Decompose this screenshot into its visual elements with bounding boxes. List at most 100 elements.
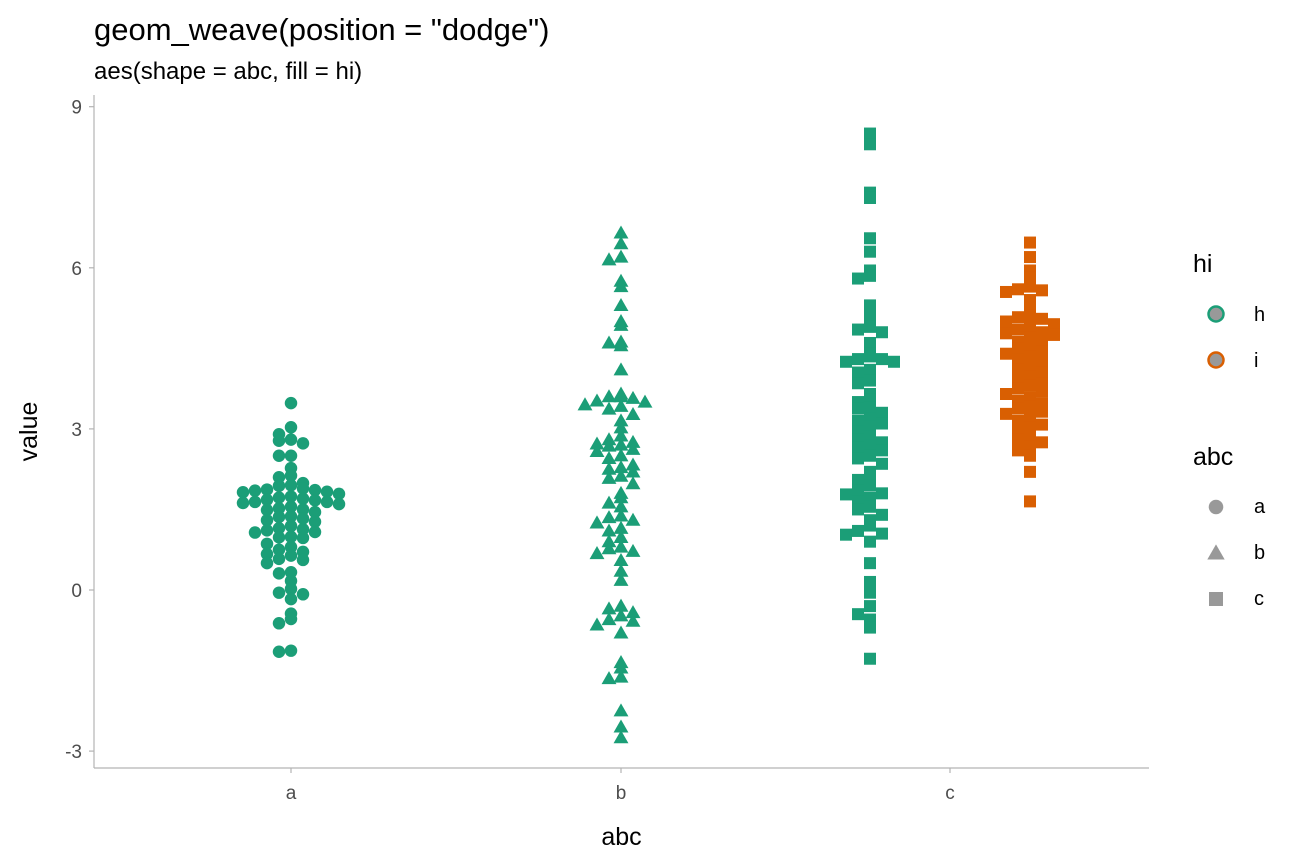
- data-point-c-h: [864, 600, 876, 613]
- data-point-a-h: [320, 495, 334, 509]
- data-point-b-h: [601, 523, 617, 537]
- data-point-c-h: [864, 269, 876, 282]
- legend-key-b: [1207, 544, 1225, 560]
- data-point-a-h: [272, 543, 286, 556]
- data-point-b-h: [625, 457, 641, 471]
- data-point-a-h: [296, 512, 310, 525]
- data-point-c-h: [864, 401, 876, 414]
- legend-label-a: a: [1254, 496, 1266, 518]
- data-point-b-h: [613, 553, 629, 567]
- data-point-c-h: [864, 320, 876, 333]
- data-point-c-i: [1036, 345, 1048, 358]
- data-point-c-h: [864, 586, 876, 599]
- data-point-b-h: [577, 397, 593, 411]
- data-point-a-h: [284, 540, 298, 554]
- data-point-b-h: [613, 572, 629, 586]
- data-point-b-h: [613, 297, 629, 311]
- data-point-c-h: [864, 439, 876, 452]
- data-point-a-h: [308, 515, 322, 529]
- data-point-b-h: [613, 468, 629, 482]
- data-point-a-h: [272, 586, 286, 599]
- data-point-a-h: [272, 449, 286, 462]
- data-point-c-i: [1024, 495, 1036, 508]
- data-point-c-i: [1012, 283, 1024, 296]
- data-point-b-h: [625, 543, 641, 557]
- data-point-c-i: [1000, 407, 1012, 420]
- data-point-c-h: [864, 374, 876, 387]
- data-point-c-i: [1012, 311, 1024, 324]
- data-point-b-h: [613, 225, 629, 239]
- data-point-c-h: [852, 377, 864, 390]
- data-point-c-h: [864, 491, 876, 504]
- data-point-c-i: [1024, 359, 1036, 372]
- data-point-a-h: [272, 522, 286, 535]
- data-point-b-h: [613, 317, 629, 331]
- data-point-a-h: [284, 582, 298, 596]
- data-point-c-i: [1012, 323, 1024, 336]
- y-axis-title: value: [15, 402, 43, 462]
- data-point-b-h: [601, 510, 617, 524]
- data-point-c-h: [864, 500, 876, 513]
- data-point-a-h: [272, 645, 286, 658]
- data-point-a-h: [272, 531, 286, 544]
- data-point-c-i: [1048, 328, 1060, 341]
- data-point-c-i: [1000, 387, 1012, 400]
- data-point-a-h: [260, 513, 274, 527]
- data-point-c-i: [1024, 271, 1036, 284]
- data-point-c-i: [1024, 440, 1036, 453]
- data-point-c-i: [1036, 418, 1048, 431]
- data-point-b-h: [613, 389, 629, 403]
- data-point-b-h: [601, 495, 617, 509]
- data-point-c-h: [876, 444, 888, 457]
- data-point-b-h: [589, 617, 605, 631]
- data-point-b-h: [613, 625, 629, 639]
- data-point-a-h: [284, 449, 298, 462]
- legend-title-abc: abc: [1193, 443, 1234, 471]
- data-point-b-h: [601, 461, 617, 475]
- y-tick-label: 9: [71, 98, 82, 119]
- data-point-c-h: [852, 608, 864, 621]
- data-point-a-h: [296, 437, 310, 450]
- data-point-c-i: [1024, 320, 1036, 333]
- data-point-a-h: [308, 525, 322, 539]
- data-point-b-h: [613, 669, 629, 683]
- data-point-b-h: [613, 428, 629, 442]
- x-tick-label: a: [286, 783, 297, 804]
- data-point-b-h: [601, 541, 617, 555]
- data-point-c-h: [864, 575, 876, 588]
- data-point-c-h: [864, 191, 876, 204]
- data-point-c-i: [1012, 444, 1024, 457]
- data-point-b-h: [613, 437, 629, 451]
- data-point-c-i: [1000, 285, 1012, 298]
- data-point-c-i: [1012, 402, 1024, 415]
- data-point-c-i: [1024, 379, 1036, 392]
- data-point-b-h: [589, 546, 605, 560]
- data-point-c-h: [876, 326, 888, 339]
- legend-key-i: [1207, 351, 1225, 369]
- legend-key-a: [1208, 499, 1224, 515]
- data-point-b-h: [613, 249, 629, 263]
- data-point-c-h: [864, 350, 876, 363]
- data-point-b-h: [601, 534, 617, 548]
- data-point-b-h: [601, 671, 617, 685]
- data-point-c-i: [1000, 327, 1012, 340]
- data-point-b-h: [601, 601, 617, 615]
- legend-label-i: i: [1254, 350, 1259, 372]
- data-point-b-h: [601, 470, 617, 484]
- data-point-c-h: [864, 363, 876, 376]
- data-point-a-h: [284, 490, 298, 503]
- data-point-a-h: [320, 485, 334, 498]
- data-point-c-h: [864, 299, 876, 312]
- data-point-a-h: [284, 500, 298, 514]
- data-point-c-h: [852, 366, 864, 379]
- data-point-c-i: [1024, 350, 1036, 363]
- data-point-c-h: [876, 353, 888, 366]
- data-point-c-i: [1024, 236, 1036, 249]
- data-point-b-h: [589, 393, 605, 407]
- data-point-a-h: [296, 482, 310, 495]
- data-point-c-h: [864, 310, 876, 323]
- data-point-a-h: [272, 510, 286, 524]
- data-point-b-h: [601, 438, 617, 452]
- data-point-c-h: [864, 535, 876, 548]
- data-point-a-h: [272, 470, 286, 484]
